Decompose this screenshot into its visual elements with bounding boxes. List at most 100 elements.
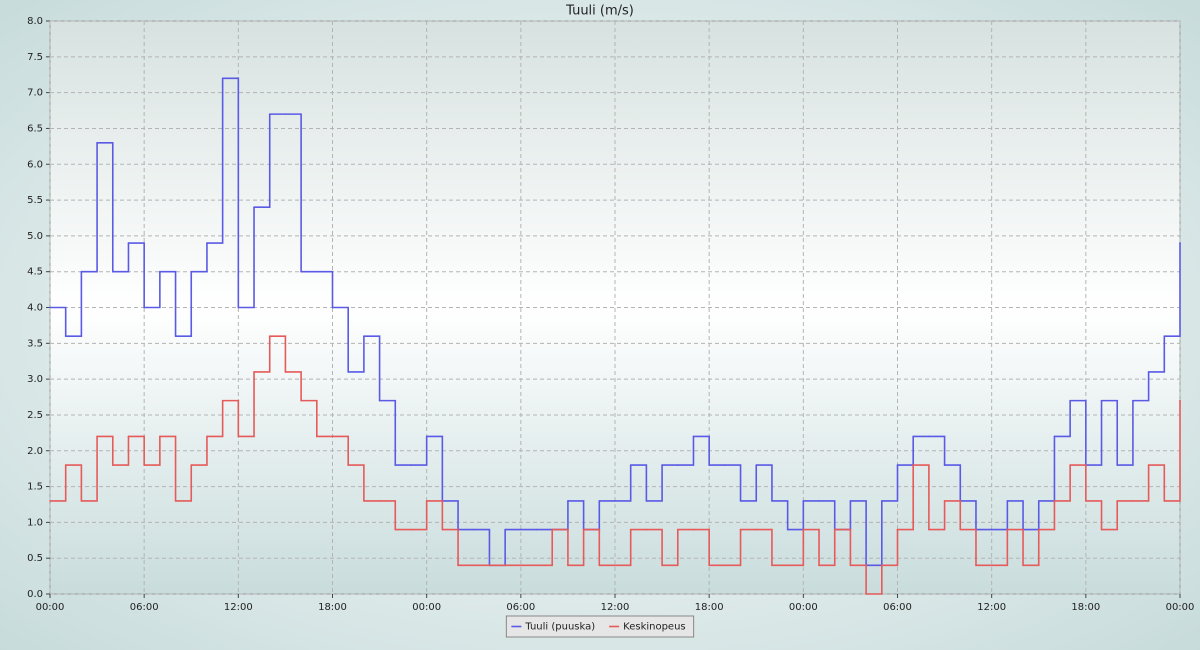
line-step — [535, 528, 554, 567]
y-tick-label: 6.5 — [27, 123, 43, 134]
line-step — [221, 77, 240, 309]
line-step — [990, 528, 1009, 567]
line-step — [818, 528, 836, 567]
line-step — [849, 564, 867, 595]
y-tick-label: 3.0 — [27, 374, 43, 385]
y-tick-label: 2.0 — [27, 446, 43, 457]
line-step — [174, 270, 193, 337]
y-tick-label: 5.0 — [27, 231, 43, 242]
legend-label: Keskinopeus — [623, 622, 686, 633]
line-step — [629, 464, 648, 502]
y-tick-label: 7.5 — [27, 52, 43, 63]
line-step — [551, 528, 569, 567]
line-step — [849, 500, 867, 567]
x-tick-label: 00:00 — [36, 602, 65, 613]
line-step — [64, 464, 83, 502]
line-step — [410, 435, 428, 466]
line-step — [127, 242, 145, 309]
line-step — [96, 141, 114, 273]
line-step — [771, 500, 789, 531]
line-step — [347, 464, 365, 502]
y-tick-label: 5.5 — [27, 195, 43, 206]
y-tick-label: 1.0 — [27, 517, 43, 528]
line-step — [284, 113, 302, 273]
line-step — [943, 500, 962, 531]
line-step — [614, 528, 632, 567]
x-tick-label: 00:00 — [412, 602, 441, 613]
line-step — [111, 242, 130, 273]
x-tick-label: 12:00 — [601, 602, 630, 613]
line-step — [472, 528, 491, 567]
line-step — [645, 528, 663, 567]
line-step — [206, 399, 224, 438]
line-step — [441, 528, 459, 567]
line-step — [786, 528, 805, 567]
line-step — [928, 500, 946, 531]
line-step — [1147, 335, 1166, 373]
line-step — [143, 435, 161, 466]
line-step — [1100, 500, 1119, 531]
line-step — [1132, 371, 1150, 402]
line-step — [268, 335, 287, 373]
line-step — [64, 270, 83, 337]
line-step — [645, 464, 663, 502]
y-tick-label: 8.0 — [27, 16, 43, 27]
line-step — [724, 528, 742, 567]
line-step — [1006, 500, 1024, 531]
line-step — [1053, 399, 1071, 438]
line-step — [253, 113, 271, 209]
lines — [49, 77, 1181, 595]
line-step — [692, 528, 710, 567]
line-step — [755, 528, 773, 567]
line-step — [833, 528, 852, 567]
line-step — [1147, 464, 1166, 502]
line-step — [80, 141, 98, 273]
line-step — [284, 371, 302, 402]
legend-box — [505, 615, 695, 638]
line-step — [1132, 464, 1150, 502]
line-step — [159, 270, 177, 337]
line-step — [1163, 242, 1181, 337]
legend-label: Tuuli (puuska) — [524, 622, 595, 633]
y-tick-label: 6.0 — [27, 159, 43, 170]
y-tick-label: 0.0 — [27, 589, 43, 600]
x-tick-label: 12:00 — [977, 602, 1006, 613]
line-step — [425, 435, 444, 502]
line-step — [425, 500, 444, 531]
line-step — [912, 464, 930, 531]
line-step — [143, 270, 161, 309]
legend: Tuuli (puuska) Keskinopeus — [505, 615, 695, 638]
x-tick-label: 06:00 — [130, 602, 159, 613]
grid: 0.0 0.5 1.0 1.5 2.0 2.5 3.0 3.5 4.0 4.5 5.0 5.5 6.0 6… — [27, 16, 1194, 613]
line-step — [676, 435, 695, 466]
line-step — [190, 435, 208, 466]
y-tick-label: 3.5 — [27, 338, 43, 349]
line-step — [49, 464, 67, 502]
x-tick-label: 18:00 — [695, 602, 724, 613]
y-tick-label: 1.5 — [27, 482, 43, 493]
line-step — [818, 500, 836, 531]
line-step — [865, 564, 883, 595]
y-tick-label: 2.5 — [27, 410, 43, 421]
line-step — [802, 528, 820, 567]
chart-title: Tuuli (m/s) — [565, 4, 634, 19]
line-step — [582, 528, 601, 567]
line-step — [206, 77, 224, 244]
line-step — [881, 528, 899, 567]
y-tick-label: 0.5 — [27, 553, 43, 564]
line-step — [661, 528, 679, 567]
line-step — [174, 464, 193, 502]
line-step — [410, 500, 428, 531]
line-step — [692, 435, 710, 466]
line-step — [237, 371, 255, 438]
line-step — [331, 435, 349, 466]
x-tick-label: 06:00 — [883, 602, 912, 613]
x-tick-label: 00:00 — [1166, 602, 1195, 613]
line-step — [1163, 399, 1181, 502]
line-step — [80, 435, 98, 502]
line-step — [159, 435, 177, 502]
x-tick-label: 18:00 — [318, 602, 347, 613]
line-step — [1069, 399, 1087, 466]
line-step — [928, 435, 946, 466]
